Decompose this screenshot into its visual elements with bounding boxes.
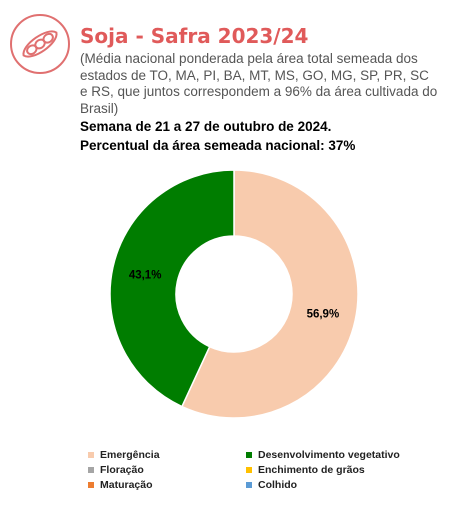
chart-legend: Emergência Desenvolvimento vegetativo Flor…	[88, 448, 448, 491]
area-percent-label: Percentual da área semeada nacional: 37%	[80, 138, 356, 153]
donut-chart: 56,9% 43,1%	[109, 169, 359, 419]
legend-item-1: Desenvolvimento vegetativo	[246, 448, 446, 461]
legend-swatch	[246, 481, 252, 488]
legend-item-3: Enchimento de grãos	[246, 463, 446, 476]
legend-label: Emergência	[100, 448, 160, 461]
soybean-pod-icon	[10, 14, 70, 74]
legend-swatch	[246, 466, 252, 473]
legend-label: Floração	[100, 463, 144, 476]
data-label-0: 56,9%	[307, 309, 340, 321]
slice-0	[180, 169, 359, 419]
legend-item-5: Colhido	[246, 478, 446, 491]
subtitle: (Média nacional ponderada pela área tota…	[80, 51, 438, 116]
week-label: Semana de 21 a 27 de outubro de 2024.	[80, 119, 332, 134]
legend-item-0: Emergência	[88, 448, 246, 461]
legend-swatch	[246, 451, 252, 458]
legend-swatch	[88, 466, 94, 473]
legend-label: Colhido	[258, 478, 298, 491]
slice-1	[109, 169, 235, 408]
legend-label: Maturação	[100, 478, 153, 491]
legend-item-2: Floração	[88, 463, 246, 476]
legend-swatch	[88, 451, 94, 458]
legend-label: Desenvolvimento vegetativo	[258, 448, 400, 461]
legend-item-4: Maturação	[88, 478, 246, 491]
page-title: Soja - Safra 2023/24	[80, 24, 309, 48]
data-label-1: 43,1%	[129, 269, 162, 281]
legend-label: Enchimento de grãos	[258, 463, 365, 476]
legend-swatch	[88, 481, 94, 488]
